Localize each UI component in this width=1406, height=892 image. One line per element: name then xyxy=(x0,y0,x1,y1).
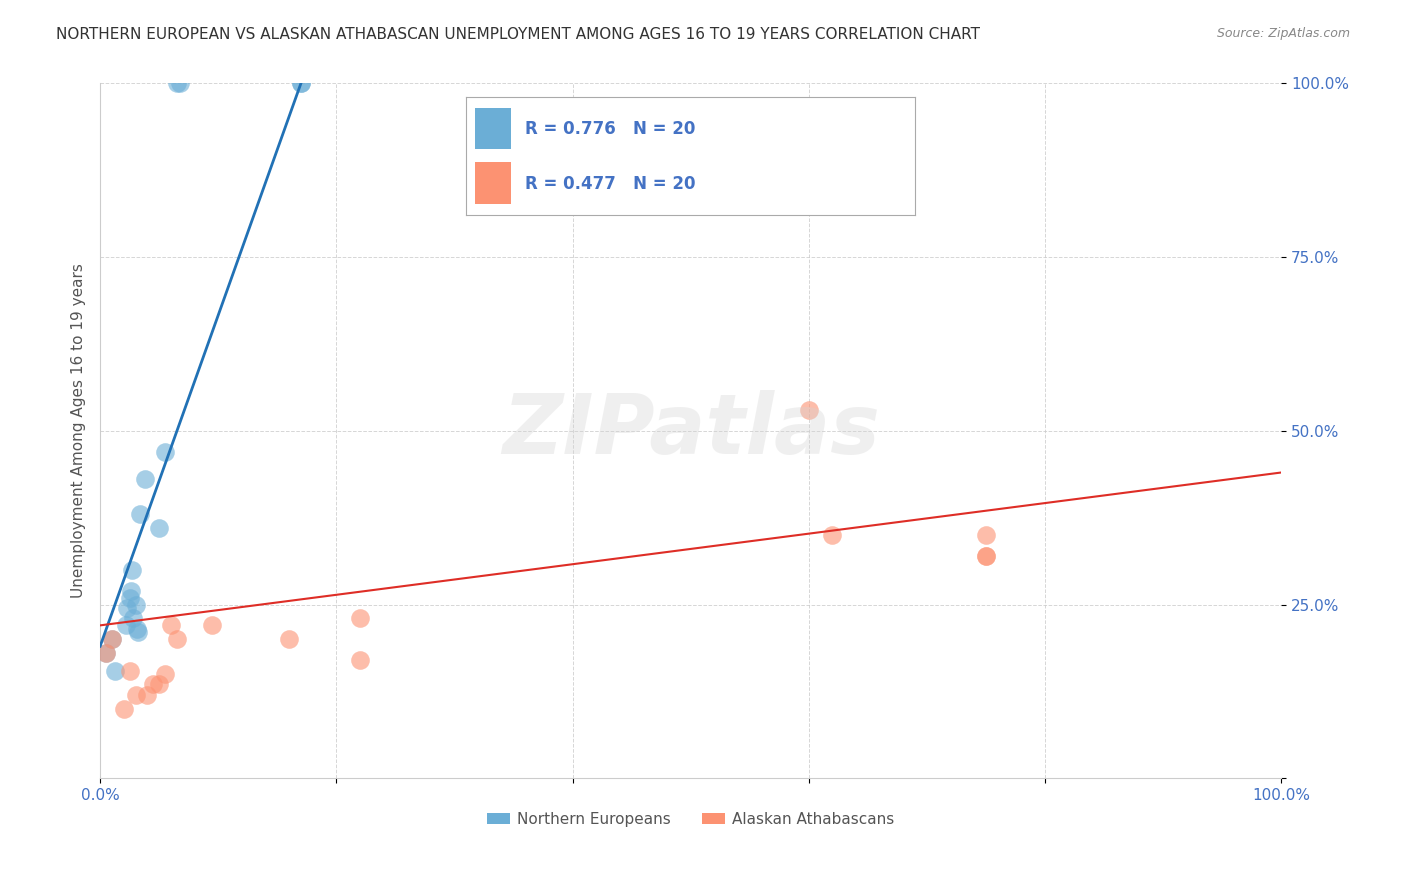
Point xyxy=(821,528,844,542)
Text: Source: ZipAtlas.com: Source: ZipAtlas.com xyxy=(1216,27,1350,40)
Point xyxy=(124,598,146,612)
Point xyxy=(278,632,301,647)
Point xyxy=(125,622,148,636)
Point xyxy=(166,632,188,647)
Point xyxy=(118,664,141,678)
Point xyxy=(101,632,124,647)
Point xyxy=(94,646,117,660)
Y-axis label: Unemployment Among Ages 16 to 19 years: Unemployment Among Ages 16 to 19 years xyxy=(72,263,86,599)
Point xyxy=(134,473,156,487)
Point xyxy=(136,688,159,702)
Point xyxy=(201,618,224,632)
Legend: Northern Europeans, Alaskan Athabascans: Northern Europeans, Alaskan Athabascans xyxy=(481,805,901,833)
Point xyxy=(120,583,142,598)
Text: ZIPatlas: ZIPatlas xyxy=(502,391,880,471)
Point xyxy=(101,632,124,647)
Point xyxy=(160,618,183,632)
Point xyxy=(94,646,117,660)
Point xyxy=(127,625,149,640)
Point xyxy=(112,702,135,716)
Point xyxy=(349,611,371,625)
Point xyxy=(115,618,138,632)
Point xyxy=(290,77,312,91)
Point xyxy=(148,521,170,535)
Text: NORTHERN EUROPEAN VS ALASKAN ATHABASCAN UNEMPLOYMENT AMONG AGES 16 TO 19 YEARS C: NORTHERN EUROPEAN VS ALASKAN ATHABASCAN … xyxy=(56,27,980,42)
Point xyxy=(124,688,146,702)
Point xyxy=(142,677,165,691)
Point xyxy=(974,549,997,563)
Point xyxy=(122,611,145,625)
Point xyxy=(290,77,312,91)
Point xyxy=(148,677,170,691)
Point xyxy=(118,591,141,605)
Point xyxy=(169,77,191,91)
Point xyxy=(129,507,152,521)
Point xyxy=(349,653,371,667)
Point xyxy=(974,549,997,563)
Point xyxy=(117,601,139,615)
Point xyxy=(153,667,176,681)
Point xyxy=(974,528,997,542)
Point xyxy=(153,444,176,458)
Point xyxy=(104,664,127,678)
Point xyxy=(166,77,188,91)
Point xyxy=(121,563,143,577)
Point xyxy=(797,403,820,417)
